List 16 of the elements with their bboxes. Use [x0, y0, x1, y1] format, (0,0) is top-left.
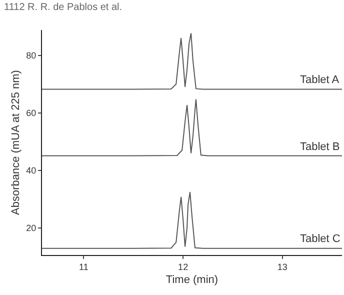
x-tick-label: 12: [178, 262, 188, 272]
y-tick-label: 80: [26, 50, 36, 60]
y-tick-label: 20: [26, 223, 36, 234]
line-series: [42, 32, 342, 90]
x-tick-label: 11: [79, 262, 88, 272]
y-tick-label: 40: [26, 166, 36, 176]
y-tick-label: 60: [26, 108, 36, 118]
line-series: [42, 98, 342, 156]
y-axis-title: Absorbance (mUA at 225 nm): [10, 70, 22, 215]
series-label: Tablet B: [300, 141, 340, 153]
text: 1112 R. R. de Pablos et al.: [4, 2, 122, 13]
x-axis-title: Time (min): [166, 274, 218, 286]
x-tick-label: 13: [277, 262, 288, 272]
series-label: Tablet C: [300, 233, 340, 245]
line-series: [42, 191, 342, 249]
series-label: Tablet A: [300, 74, 340, 86]
